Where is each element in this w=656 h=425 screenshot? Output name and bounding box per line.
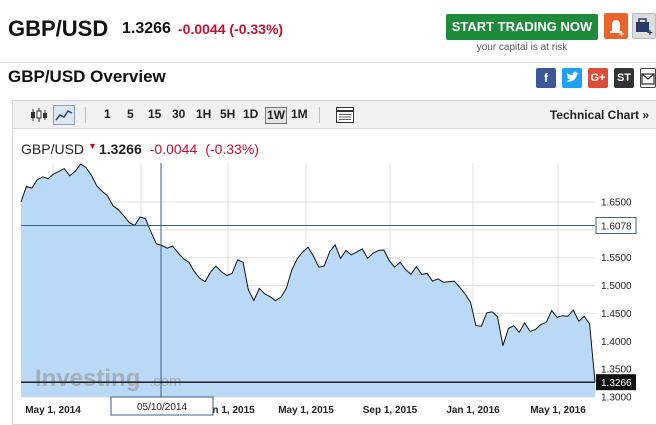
last-price-box [596, 374, 636, 391]
investing-watermark: Investing [35, 365, 140, 392]
legend-change: -0.0044 [149, 141, 198, 157]
start-trading-button[interactable]: START TRADING NOW [446, 14, 598, 40]
x-tick-label: May 1, 2014 [25, 405, 81, 416]
range-1h[interactable]: 1H [196, 107, 212, 121]
y-tick-label: 1.4500 [601, 309, 632, 320]
y-tick-label: 1.5000 [601, 281, 632, 292]
google-plus-icon[interactable]: G+ [588, 68, 608, 88]
legend-change-pct: (-0.33%) [205, 141, 259, 157]
last-price-label: 1.3266 [601, 378, 632, 389]
quote-header: GBP/USD 1.3266 -0.0044 (-0.33%) START TR… [0, 0, 656, 62]
crosshair-price-label: 1.6078 [601, 222, 632, 233]
y-tick-label: 1.3000 [601, 393, 632, 404]
chart-canvas[interactable]: Investing.com1.65001.60001.55001.50001.4… [13, 101, 656, 425]
add-alert-button[interactable]: + [604, 13, 628, 39]
toolbar-divider [319, 107, 320, 123]
facebook-icon[interactable]: f [536, 68, 556, 88]
x-tick-label: May 1, 2016 [530, 405, 586, 416]
add-portfolio-button[interactable]: + [632, 13, 656, 39]
stocktwits-icon[interactable]: ST [614, 68, 634, 88]
area-chart-icon[interactable] [53, 105, 75, 125]
legend-price: 1.3266 [98, 141, 142, 157]
svg-text:+: + [619, 29, 624, 39]
bell-plus-icon: + [610, 20, 624, 39]
x-tick-label: Jan 1, 2015 [201, 405, 255, 416]
y-tick-label: 1.6500 [601, 198, 632, 209]
last-price: 1.3266 [122, 20, 171, 37]
range-5h[interactable]: 5H [220, 107, 236, 121]
svg-text:+: + [647, 28, 653, 38]
range-5[interactable]: 5 [127, 107, 134, 121]
y-tick-label: 1.4000 [601, 337, 632, 348]
capital-risk-note: your capital is at risk [476, 42, 568, 53]
x-tick-label: May 1, 2015 [278, 405, 334, 416]
chart-legend: GBP/USD ▼ 1.3266 -0.0044 (-0.33%) [21, 141, 259, 157]
price-chart[interactable]: 1 5 15 30 1H 5H 1D 1W 1M Technical Chart… [12, 100, 656, 425]
y-tick-label: 1.3500 [601, 365, 632, 376]
range-1m[interactable]: 1M [291, 107, 308, 121]
pair-title: GBP/USD [8, 16, 109, 41]
portfolio-plus-icon: + [636, 18, 653, 39]
legend-symbol: GBP/USD [21, 141, 85, 157]
x-tick-label: Jan 1, 2016 [446, 405, 500, 416]
toolbar-divider [85, 107, 86, 123]
email-icon[interactable] [640, 68, 656, 88]
twitter-icon[interactable] [562, 68, 582, 88]
candlestick-icon[interactable] [29, 106, 49, 124]
range-15[interactable]: 15 [148, 107, 162, 121]
range-1d[interactable]: 1D [243, 107, 259, 121]
crosshair-price-box [595, 217, 637, 235]
chart-toolbar: 1 5 15 30 1H 5H 1D 1W 1M Technical Chart… [13, 101, 656, 129]
technical-chart-link[interactable]: Technical Chart » [549, 108, 649, 122]
x-tick-label: Sep 1, 2015 [363, 405, 418, 416]
overview-title: GBP/USD Overview [8, 67, 166, 86]
range-30[interactable]: 30 [172, 107, 186, 121]
crosshair-date-label: 05/10/2014 [137, 402, 187, 413]
crosshair-date-box [110, 396, 214, 416]
series-line [20, 163, 596, 383]
range-1[interactable]: 1 [104, 107, 111, 121]
investing-watermark-suffix: .com [149, 373, 182, 390]
range-1w[interactable]: 1W [265, 107, 287, 124]
overview-bar: GBP/USD Overview f G+ ST [0, 62, 656, 94]
y-tick-label: 1.5500 [601, 253, 632, 264]
down-arrow-icon: ▼ [88, 141, 97, 151]
table-icon[interactable] [335, 106, 355, 124]
price-change: -0.0044 (-0.33%) [178, 21, 284, 37]
series-area [21, 164, 595, 397]
